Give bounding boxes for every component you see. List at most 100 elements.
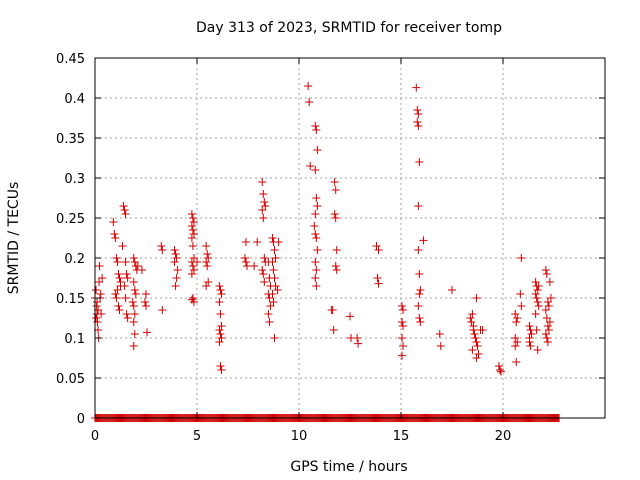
data-point [306,162,315,170]
data-point [541,306,550,314]
data-point [93,298,102,306]
data-point [172,254,181,262]
data-point [472,338,481,346]
data-point [543,338,552,346]
data-point [413,106,422,114]
data-point [533,346,542,354]
data-point [121,294,130,302]
data-point [204,254,213,262]
data-point [260,254,269,262]
data-point [271,282,280,290]
data-point [511,334,520,342]
data-point [215,338,224,346]
data-point [511,342,520,350]
data-point [109,218,118,226]
data-point [467,318,476,326]
data-point [471,334,480,342]
data-point [495,366,504,374]
data-point [270,334,279,342]
data-point [313,202,322,210]
data-point [312,266,321,274]
data-point [188,262,197,270]
data-point [416,286,425,294]
data-point [513,314,522,322]
data-point [512,358,521,366]
y-tick-label: 0.25 [56,212,85,227]
data-point [311,166,320,174]
data-point [121,258,130,266]
data-point [114,302,123,310]
data-point [170,246,179,254]
data-point [268,290,277,298]
data-point [525,322,534,330]
y-tick-label: 0.15 [56,292,85,307]
data-point [110,230,119,238]
data-point [353,334,362,342]
data-point [412,83,421,92]
data-point [170,258,179,266]
data-point [240,254,249,262]
data-point [478,326,487,334]
x-axis-label: GPS time / hours [290,459,407,475]
data-point [312,194,321,202]
data-point [415,290,424,298]
data-point [413,118,422,126]
data-point [143,328,152,337]
data-point [129,302,138,310]
data-point [122,310,131,318]
grid-lines [95,58,605,418]
data-point [448,286,456,294]
data-point [203,262,212,270]
data-point [517,302,526,310]
data-point [419,236,428,245]
data-point [133,262,142,270]
data-point [414,110,423,118]
data-point [123,274,132,282]
y-axis-label: SRMTID / TECUs [6,182,22,295]
data-point [112,254,121,262]
data-point [217,290,226,298]
data-point [525,334,534,342]
x-tick-label: 20 [495,429,512,444]
data-point [533,298,542,306]
plot-frame [94,57,606,419]
data-point [116,278,125,286]
y-tick-label: 0.35 [56,132,85,147]
data-point [415,158,424,166]
data-point [122,270,131,278]
data-point [269,298,278,306]
data-point [202,282,211,290]
data-point [129,318,138,326]
data-point [202,242,211,250]
data-point [542,270,551,278]
data-point [274,238,283,246]
data-point [399,342,408,350]
data-point [331,186,340,194]
data-point [188,214,197,222]
data-point [217,334,226,342]
data-point [115,274,124,282]
data-point [259,190,268,198]
data-point [171,282,180,290]
data-point [158,306,167,314]
data-point [268,258,277,266]
x-tick-label: 10 [291,429,308,444]
data-point [217,366,226,374]
data-point [259,214,268,222]
data-point [269,266,278,274]
data-point [260,198,269,206]
data-point [435,330,444,338]
data-point [142,290,150,298]
data-point [187,295,196,304]
data-point [188,242,197,250]
data-point [311,122,320,130]
data-point [399,306,408,314]
data-point [398,302,407,310]
data-point [469,322,478,330]
y-tick-label: 0.2 [64,252,85,267]
data-point [129,254,138,262]
y-tick-labels: 0 0.05 0.1 0.15 0.2 0.25 0.3 0.35 0.4 0.45 [56,52,85,427]
data-point [470,330,479,338]
y-tick-label: 0 [77,412,85,427]
